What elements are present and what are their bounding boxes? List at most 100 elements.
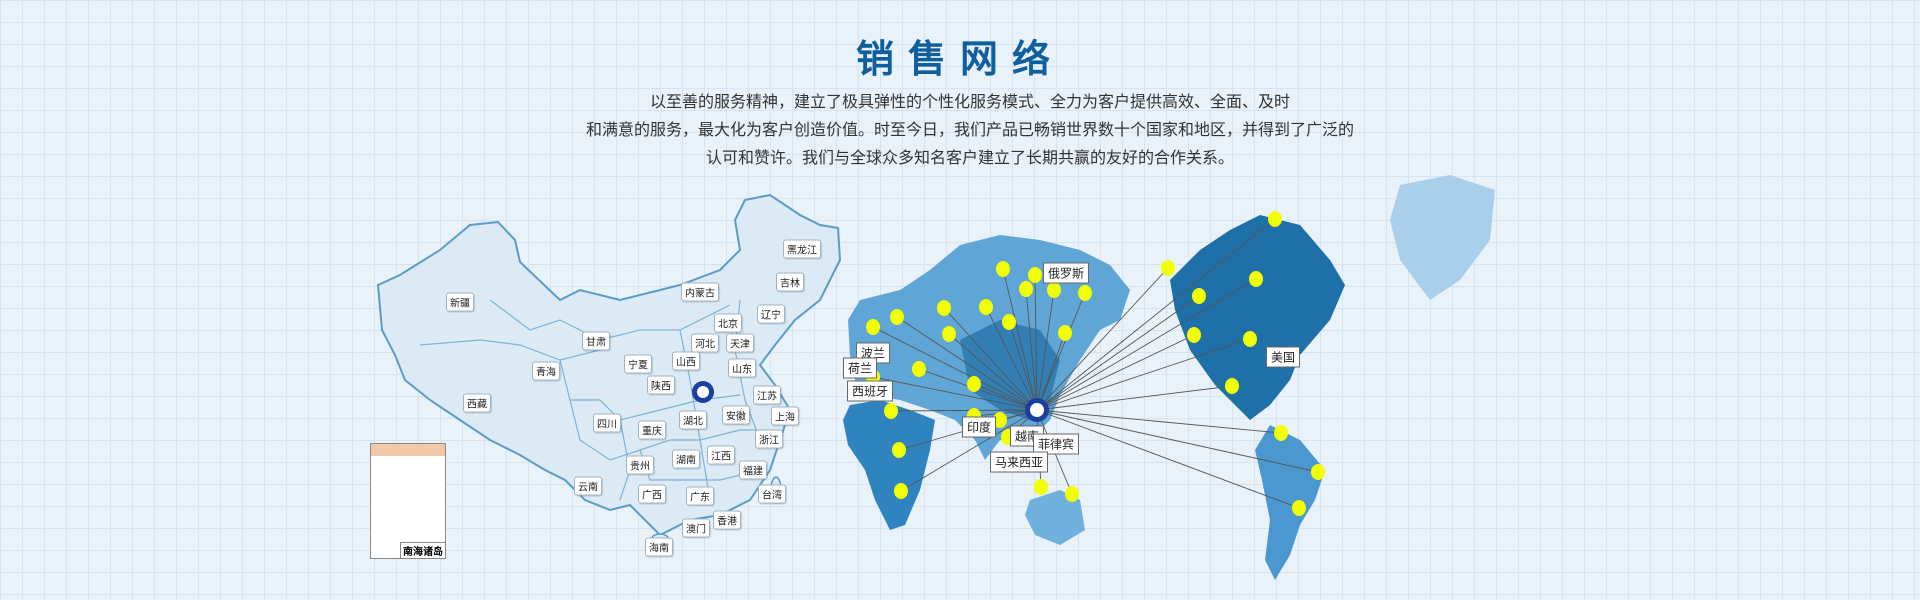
route-line (1036, 332, 1066, 411)
province-label[interactable]: 福建 (739, 460, 767, 480)
country-label[interactable]: 荷兰 (842, 357, 878, 379)
location-marker[interactable] (1249, 271, 1263, 287)
route-line (985, 306, 1038, 411)
australia-shape (1025, 490, 1085, 545)
location-marker[interactable] (912, 361, 926, 377)
province-label[interactable]: 浙江 (755, 429, 783, 449)
route-line (900, 409, 1038, 492)
location-marker[interactable] (1192, 288, 1206, 304)
intro-line: 认可和赞许。我们与全球众多知名客户建立了长期共赢的友好的合作关系。 (705, 148, 1234, 167)
province-label[interactable]: 澳门 (682, 518, 710, 538)
province-label[interactable]: 上海 (771, 406, 799, 426)
location-marker[interactable] (894, 483, 908, 499)
province-label[interactable]: 新疆 (446, 292, 474, 312)
location-marker[interactable] (1078, 285, 1092, 301)
location-marker[interactable] (1002, 314, 1016, 330)
location-marker[interactable] (967, 376, 981, 392)
province-label[interactable]: 云南 (574, 476, 602, 496)
country-label[interactable]: 马来西亚 (989, 451, 1049, 473)
province-label[interactable]: 台湾 (758, 484, 786, 504)
north-america-shape (1170, 215, 1345, 420)
province-label[interactable]: 吉林 (776, 272, 804, 292)
location-marker[interactable] (1019, 281, 1033, 297)
route-line (1036, 289, 1055, 411)
province-label[interactable]: 辽宁 (757, 304, 785, 324)
location-marker[interactable] (979, 299, 993, 315)
province-label[interactable]: 山西 (672, 351, 700, 371)
province-label[interactable]: 香港 (713, 510, 741, 530)
route-line (1002, 268, 1038, 411)
location-marker[interactable] (942, 326, 956, 342)
location-marker[interactable] (1161, 260, 1175, 276)
intro-line: 和满意的服务，最大化为客户创造价值。时至今日，我们产品已畅销世界数十个国家和地区… (585, 120, 1354, 139)
country-label[interactable]: 美国 (1265, 346, 1301, 368)
location-marker[interactable] (1028, 267, 1042, 283)
province-label[interactable]: 江苏 (753, 385, 781, 405)
route-line (1036, 295, 1200, 411)
province-label[interactable]: 海南 (645, 537, 673, 557)
country-label[interactable]: 俄罗斯 (1042, 262, 1090, 284)
province-label[interactable]: 安徽 (722, 405, 750, 425)
province-label[interactable]: 青海 (532, 361, 560, 381)
province-label[interactable]: 河北 (691, 333, 719, 353)
company-logo-world (1025, 398, 1049, 422)
route-line (1036, 334, 1195, 411)
province-label[interactable]: 陕西 (647, 375, 675, 395)
location-marker[interactable] (1311, 464, 1325, 480)
province-label[interactable]: 贵州 (626, 455, 654, 475)
province-label[interactable]: 四川 (593, 413, 621, 433)
country-label[interactable]: 菲律宾 (1032, 433, 1080, 455)
world-map (843, 175, 1495, 580)
location-marker[interactable] (866, 319, 880, 335)
location-marker[interactable] (890, 309, 904, 325)
africa-shape (843, 400, 935, 530)
province-label[interactable]: 湖南 (672, 449, 700, 469)
country-label[interactable]: 印度 (961, 416, 997, 438)
province-label[interactable]: 湖北 (679, 410, 707, 430)
province-label[interactable]: 黑龙江 (783, 239, 821, 259)
location-marker[interactable] (1058, 325, 1072, 341)
intro-line: 以至善的服务精神，建立了极具弹性的个性化服务模式、全力为客户提供高效、全面、及时 (650, 92, 1291, 111)
province-label[interactable]: 甘肃 (582, 331, 610, 351)
route-line (1036, 267, 1169, 411)
location-marker[interactable] (996, 261, 1010, 277)
company-logo-china (692, 381, 714, 403)
province-label[interactable]: 山东 (728, 358, 756, 378)
location-marker[interactable] (892, 442, 906, 458)
inset-coast (371, 444, 445, 456)
china-region-shape (960, 320, 1060, 420)
location-marker[interactable] (1225, 378, 1239, 394)
route-line (872, 326, 1038, 411)
province-label[interactable]: 重庆 (638, 420, 666, 440)
location-marker[interactable] (1065, 486, 1079, 502)
route-line (1036, 218, 1276, 411)
greenland-shape (1390, 175, 1495, 300)
location-marker[interactable] (1034, 479, 1048, 495)
location-marker[interactable] (1292, 500, 1306, 516)
province-label[interactable]: 北京 (714, 313, 742, 333)
province-label[interactable]: 广东 (686, 486, 714, 506)
province-label[interactable]: 天津 (726, 333, 754, 353)
location-marker[interactable] (937, 300, 951, 316)
route-line (1036, 409, 1300, 509)
country-label[interactable]: 西班牙 (846, 380, 894, 402)
location-marker[interactable] (1243, 331, 1257, 347)
location-marker[interactable] (1274, 425, 1288, 441)
location-marker[interactable] (884, 403, 898, 419)
route-line (890, 409, 1038, 412)
logo-center (697, 386, 709, 398)
route-lines (872, 218, 1319, 509)
location-marker[interactable] (1268, 211, 1282, 227)
province-label[interactable]: 宁夏 (624, 354, 652, 374)
location-marker[interactable] (1187, 327, 1201, 343)
route-line (872, 376, 1038, 411)
province-label[interactable]: 广西 (638, 484, 666, 504)
route-line (1036, 292, 1086, 411)
south-china-sea-inset: 南海诸岛 (370, 443, 446, 559)
province-label[interactable]: 内蒙古 (681, 282, 719, 302)
province-label[interactable]: 西藏 (463, 393, 491, 413)
location-marker[interactable] (993, 412, 1007, 428)
location-marker[interactable] (1047, 282, 1061, 298)
province-label[interactable]: 江西 (707, 445, 735, 465)
